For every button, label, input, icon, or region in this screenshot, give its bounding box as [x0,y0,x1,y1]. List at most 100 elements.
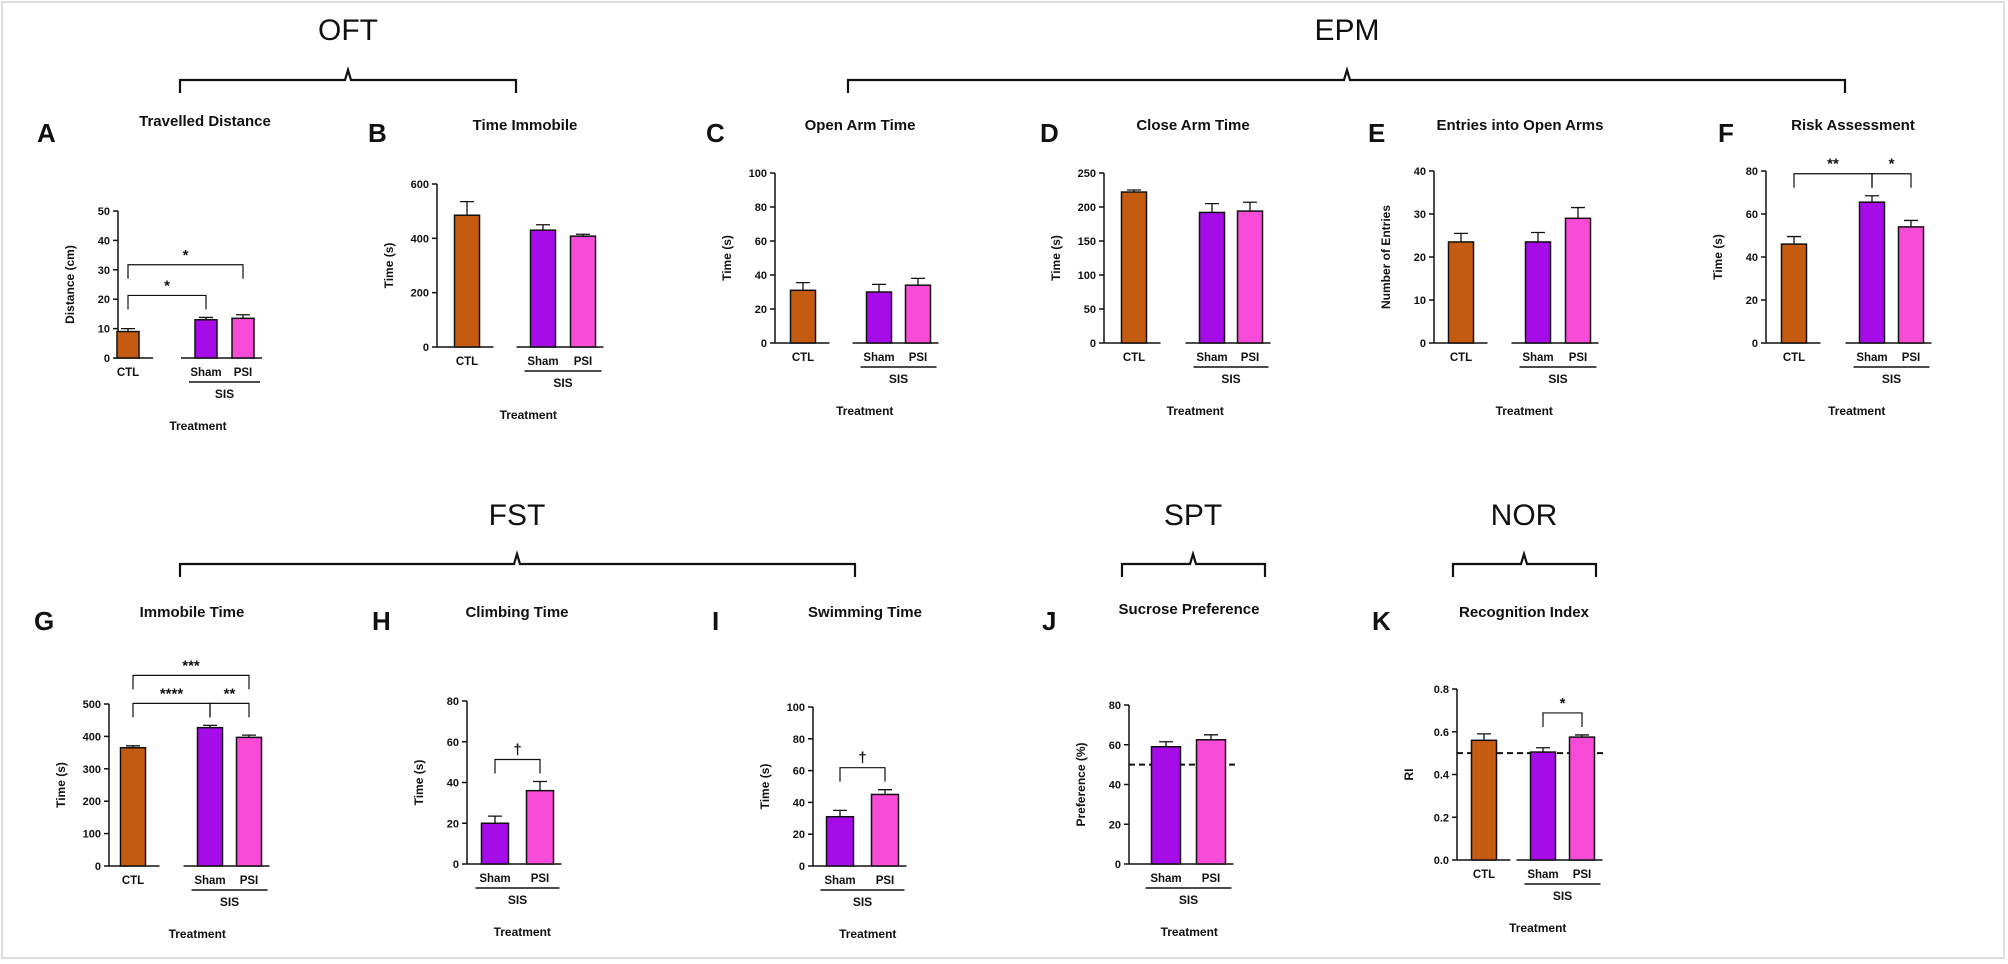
panel-h-category-label: PSI [531,873,550,885]
panel-h-errorbar-psi [533,780,547,791]
panel-i-bar-sham [825,815,855,867]
panel-j-category-label: PSI [1202,873,1221,885]
panel-a-ytick-label: 0 [104,353,110,365]
panel-g-significance-label: *** [182,657,200,674]
panel-d-ytick-label: 100 [1078,270,1096,282]
panel-g-category-label: Sham [194,875,225,887]
panel-f-significance-bracket [1793,173,1873,188]
panel-h-ytick-label: 20 [447,818,459,830]
section-title-oft: OFT [318,14,378,47]
panel-d-bar-psi [1236,210,1264,344]
section-title-spt: SPT [1164,499,1222,532]
panel-f-letter: F [1718,118,1734,148]
panel-k-errorbar-psi [1575,734,1589,738]
panel-i: I Swimming Time 0 20 40 60 80 100 Time (s) Sham PS… [712,604,922,941]
panel-j-ytick-label: 20 [1109,819,1121,831]
panel-h-bar-psi [525,789,555,865]
panel-g-bar-psi [235,736,263,867]
panel-g-group-label: SIS [220,895,239,909]
panel-g-significance-bracket [209,702,250,718]
panel-i-significance-label: † [858,750,866,767]
panel-j-xlabel: Treatment [1161,925,1218,939]
panel-j-title: Sucrose Preference [1119,601,1260,618]
section-brace-nor [1451,550,1598,577]
panel-c-ytick-label: 60 [755,236,767,248]
panel-d-category-label: CTL [1123,352,1145,364]
panel-h-significance-label: † [513,741,521,758]
panel-a-group-label: SIS [215,387,234,401]
panel-f-ytick-label: 80 [1746,166,1758,178]
panel-k-errorbar-ctl [1477,733,1491,741]
panel-a-errorbar-sham [199,316,213,320]
panel-a-errorbar-ctl [121,327,135,332]
panel-f-errorbar-psi [1904,219,1918,227]
panel-f-ytick-label: 40 [1746,252,1758,264]
panel-a-letter: A [37,118,56,148]
panel-a-bar-ctl [116,330,140,359]
panel-b: B Time Immobile 0 200 400 600 Time (s) CTL Sham P… [368,117,604,422]
panel-e-bar-sham [1524,241,1552,344]
panel-d-ylabel: Time (s) [1049,235,1063,281]
panel-i-ylabel: Time (s) [758,764,772,810]
panel-g-ytick-label: 300 [83,764,101,776]
panel-g-ytick-label: 500 [83,699,101,711]
panel-k-bar-psi [1568,736,1596,861]
panel-a: A Travelled Distance 0 10 20 30 40 50 Distance (… [37,113,271,433]
panel-f-category-label: Sham [1856,352,1887,364]
panel-a-significance-label: * [183,247,189,264]
panel-a-category-label: PSI [234,367,253,379]
panel-a-errorbar-psi [236,314,250,319]
panel-d-category-label: PSI [1241,352,1260,364]
panel-c-errorbar-sham [872,283,886,292]
panel-f-errorbar-ctl [1787,235,1801,245]
panel-f-ytick-label: 60 [1746,209,1758,221]
panel-j: J Sucrose Preference 0 20 40 60 80 Preference (… [1042,601,1259,939]
panel-c-ytick-label: 100 [749,168,767,180]
panel-b-errorbar-psi [576,233,590,237]
panel-b-ylabel: Time (s) [382,243,396,289]
panel-c-title: Open Arm Time [805,117,916,134]
panel-f-bar-sham [1858,201,1886,344]
panel-h-ytick-label: 80 [447,696,459,708]
panel-j-ytick-label: 40 [1109,780,1121,792]
panel-i-letter: I [712,606,719,636]
panel-a-bar-psi [231,317,255,359]
panel-g-title: Immobile Time [140,604,245,621]
panel-g-errorbar-sham [203,724,217,728]
panel-h-errorbar-sham [488,815,502,824]
panel-c-category-label: Sham [863,352,894,364]
panel-e-title: Entries into Open Arms [1437,117,1604,134]
panel-h-category-label: Sham [479,873,510,885]
panel-e-category-label: Sham [1522,352,1553,364]
panel-c-letter: C [706,118,725,148]
panel-d: D Close Arm Time 0 50 100 150 200 250 Time (s) CT… [1040,117,1271,418]
section-title-nor: NOR [1491,499,1558,532]
panel-b-ytick-label: 600 [411,179,429,191]
panel-d-ytick-label: 50 [1084,304,1096,316]
panel-d-ytick-label: 150 [1078,236,1096,248]
panel-k-bar-sham [1529,751,1557,861]
panel-f-xlabel: Treatment [1828,404,1885,418]
section-brace-oft [178,66,518,93]
panel-g-category-label: CTL [122,875,144,887]
panel-d-bar-ctl [1120,191,1148,344]
panel-k-category-label: Sham [1527,869,1558,881]
panel-k-ytick-label: 0.8 [1434,684,1449,696]
panel-e-category-label: PSI [1569,352,1588,364]
panel-i-title: Swimming Time [808,604,922,621]
panel-b-bar-ctl [453,214,481,348]
panel-k-title: Recognition Index [1459,604,1590,621]
panel-a-significance-bracket [127,294,207,310]
panel-f-significance-bracket [1871,173,1912,188]
panel-j-bar-sham [1150,745,1182,865]
panel-a-ylabel: Distance (cm) [63,245,77,324]
panel-d-ytick-label: 250 [1078,168,1096,180]
panel-a-ytick-label: 10 [98,324,110,336]
section-title-epm: EPM [1314,14,1379,47]
panel-i-ytick-label: 100 [787,702,805,714]
panel-i-category-label: PSI [876,875,895,887]
panel-k-errorbar-sham [1536,747,1550,753]
panel-j-bar-psi [1195,739,1227,865]
panel-g-significance-label: ** [224,685,236,702]
panel-i-xlabel: Treatment [839,927,896,941]
